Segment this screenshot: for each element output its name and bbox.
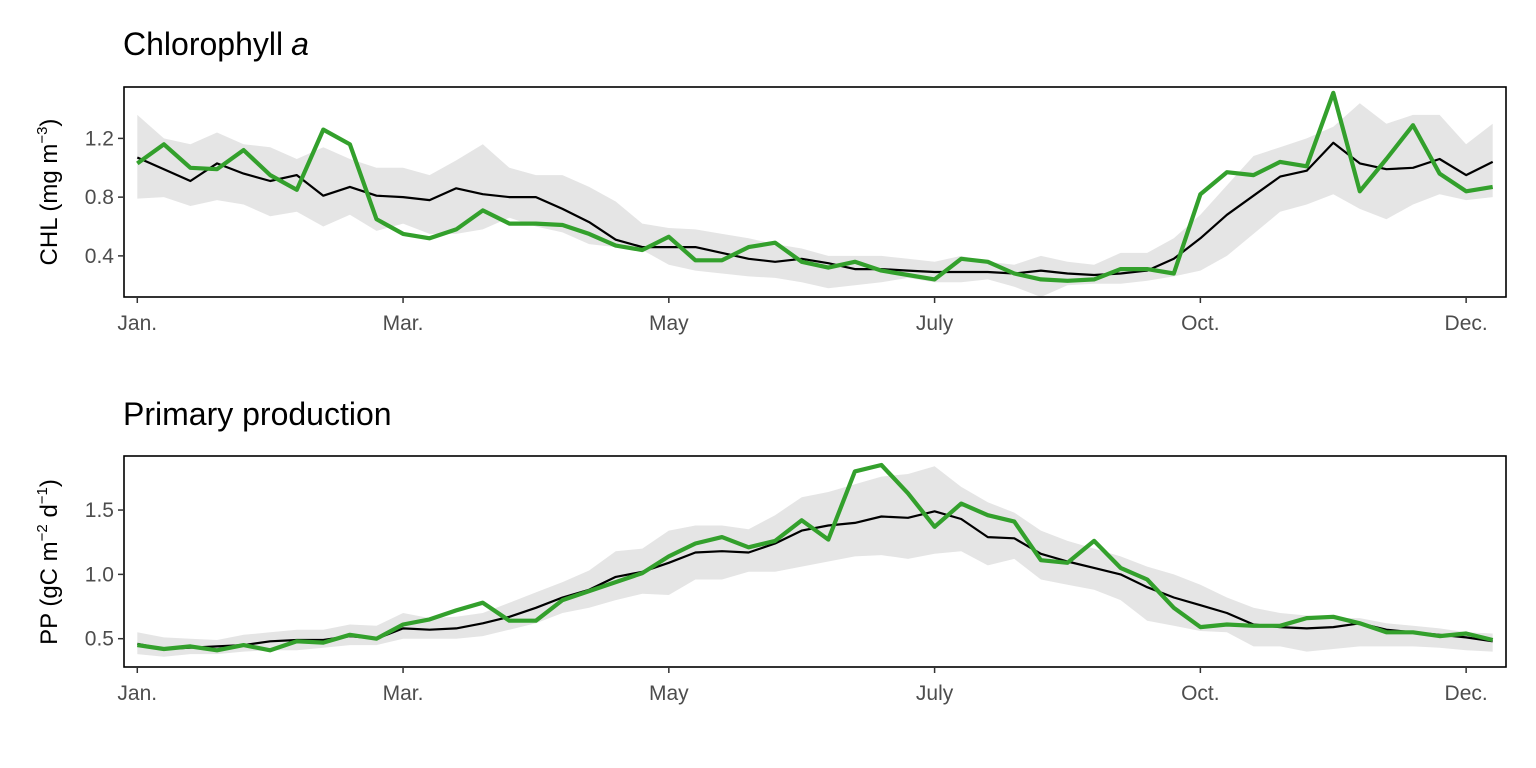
chlorophyll-title: Chlorophyll a (123, 26, 309, 62)
chl-y-tick-label: 0.8 (85, 186, 114, 209)
primary-production-title: Primary production (123, 396, 392, 432)
pp-x-tick-label: Mar. (383, 682, 424, 705)
pp-x-tick-label: Dec. (1445, 682, 1488, 705)
pp-y-tick-label: 1.5 (85, 499, 114, 522)
chlorophyll-plot-area: 0.4 0.8 1.2 Jan. Mar. May July Oct. Dec. (85, 86, 1507, 335)
pp-y-tick-label: 0.5 (85, 628, 114, 651)
chl-y-tick-label: 1.2 (85, 127, 114, 150)
chlorophyll-panel: Chlorophyll a CHL (mg m−3) 0.4 0.8 1.2 Jan. M… (34, 26, 1507, 335)
chl-observed-line (136, 90, 1494, 283)
chlorophyll-y-axis-label: CHL (mg m−3) (34, 119, 63, 266)
chl-x-tick-label: Oct. (1181, 312, 1220, 335)
chl-x-tick-label: Mar. (383, 312, 424, 335)
pp-x-tick-label: July (916, 682, 954, 705)
pp-panel-border (123, 455, 1507, 668)
primary-production-panel: Primary production PP (gC m−2 d−1) 0.5 1.… (34, 396, 1507, 705)
pp-x-tick-label: Jan. (117, 682, 157, 705)
chl-y-tick-label: 0.4 (85, 245, 115, 268)
chl-x-tick-label: Dec. (1445, 312, 1488, 335)
pp-x-tick-label: May (649, 682, 689, 705)
chl-x-tick-label: Jan. (117, 312, 157, 335)
primary-production-y-axis-label: PP (gC m−2 d−1) (34, 479, 63, 645)
chl-x-tick-label: May (649, 312, 689, 335)
chl-range-band (137, 103, 1493, 297)
chl-panel-border (123, 86, 1507, 298)
pp-x-tick-label: Oct. (1181, 682, 1220, 705)
pp-range-band (137, 466, 1493, 657)
chl-climatology-line (136, 141, 1494, 277)
pp-y-tick-label: 1.0 (85, 563, 114, 586)
chl-x-tick-label: July (916, 312, 954, 335)
pp-observed-line (136, 462, 1494, 653)
primary-production-plot-area: 0.5 1.0 1.5 Jan. Mar. May July Oct. Dec. (85, 455, 1507, 705)
